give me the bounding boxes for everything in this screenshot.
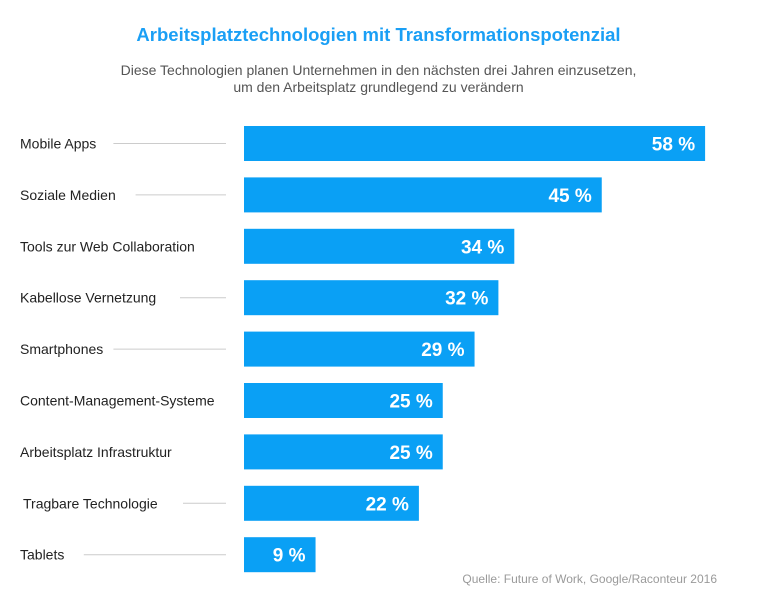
category-label: Kabellose Vernetzung <box>20 290 156 306</box>
chart-title: Arbeitsplatztechnologien mit Transformat… <box>136 24 621 45</box>
value-label: 9 % <box>273 546 306 567</box>
category-label: Content-Management-Systeme <box>20 393 215 409</box>
value-label: 58 % <box>652 135 695 156</box>
bar <box>244 331 475 367</box>
category-label: Tools zur Web Collaboration <box>20 238 195 254</box>
bar <box>244 280 499 316</box>
chart-subtitle: Diese Technologien planen Unternehmen in… <box>80 62 677 96</box>
category-label: Smartphones <box>20 341 103 357</box>
bar <box>244 485 419 521</box>
bar <box>244 126 706 161</box>
bar <box>244 537 316 573</box>
category-label: Arbeitsplatz Infrastruktur <box>20 444 172 460</box>
value-label: 29 % <box>421 340 464 361</box>
value-label: 22 % <box>366 494 409 515</box>
value-label: 25 % <box>389 392 432 413</box>
category-label: Soziale Medien <box>20 187 116 203</box>
subtitle-line-1: Diese Technologien planen Unternehmen in… <box>120 62 637 78</box>
source-note: Quelle: Future of Work, Google/Raconteur… <box>462 572 717 586</box>
subtitle-line-2: um den Arbeitsplatz grundlegend zu verän… <box>233 79 524 95</box>
bar <box>244 434 443 470</box>
value-label: 25 % <box>389 443 432 464</box>
bar <box>244 228 515 264</box>
value-label: 45 % <box>548 186 591 207</box>
category-label: Tragbare Technologie <box>23 495 158 511</box>
category-label: Mobile Apps <box>20 136 96 152</box>
bar <box>244 383 443 418</box>
value-label: 32 % <box>445 289 488 310</box>
bar <box>244 177 602 213</box>
category-label: Tablets <box>20 547 64 563</box>
value-label: 34 % <box>461 237 504 258</box>
